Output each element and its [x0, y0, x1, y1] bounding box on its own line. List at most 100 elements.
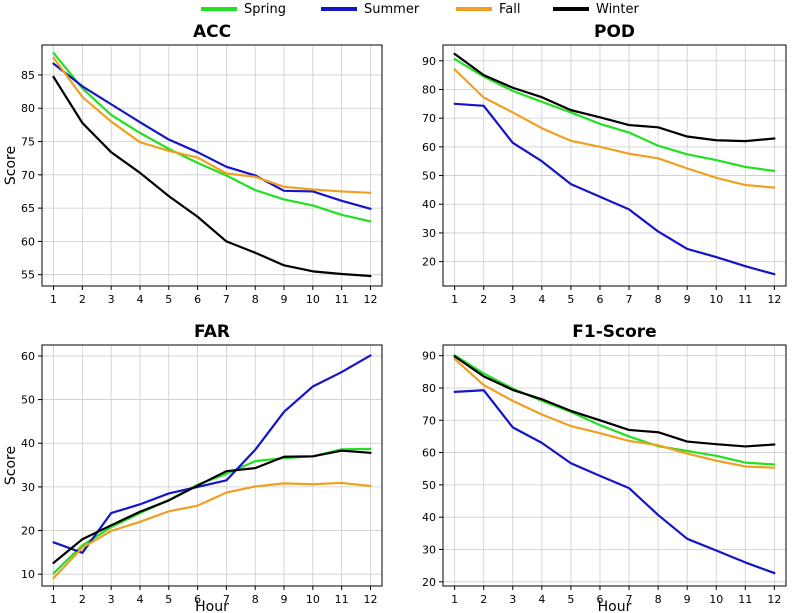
panel-1-ytick-label-4: 70	[21, 169, 35, 182]
panel-1-xtick-label-12: 12	[363, 293, 377, 306]
panel-3-xtick-label-9: 9	[281, 593, 288, 606]
panel-3-xtick-label-3: 3	[108, 593, 115, 606]
panel-1-xtick-label-7: 7	[223, 293, 230, 306]
legend-entry-winter: Winter	[553, 2, 640, 17]
panel-1-xtick-label-8: 8	[252, 293, 259, 306]
panel-2-xtick-label-12: 12	[767, 293, 781, 306]
panel-4-xtick-label-3: 3	[509, 593, 516, 606]
panel-2-xtick-label-9: 9	[684, 293, 691, 306]
panel-1-ylabel: Score	[3, 146, 19, 185]
panel-2-ytick-label-3: 40	[422, 198, 436, 211]
panel-3-title: FAR	[194, 322, 230, 342]
panel-4-xtick-label-2: 2	[480, 593, 487, 606]
panel-2-xtick-label-6: 6	[596, 293, 603, 306]
panel-1-series-spring	[52, 51, 372, 223]
panel-1-series-summer	[52, 62, 372, 210]
panel-2-series-winter	[453, 52, 776, 143]
panel-3-frame	[41, 344, 383, 587]
panel-1-xtick-label-11: 11	[335, 293, 349, 306]
panel-4-ytick-label-3: 40	[422, 511, 436, 524]
panel-4-frame	[442, 344, 787, 587]
panel-1-frame	[41, 44, 383, 287]
panel-4: 1 2 3 4 5 6 7 8 9 10 11 122030405060708090F1-ScoreH…	[422, 322, 787, 613]
legend-label-fall: Fall	[499, 2, 520, 17]
panel-1-series-fall	[52, 56, 372, 194]
panel-3-ytick-label-3: 30	[21, 481, 35, 494]
panel-4-ytick-label-6: 70	[422, 414, 436, 427]
panel-4-series-winter	[453, 355, 776, 448]
panel-1-xtick-label-1: 1	[50, 293, 57, 306]
panel-1-title: ACC	[193, 22, 231, 42]
panel-2-ytick-label-1: 20	[422, 256, 436, 269]
panel-2-xtick-label-11: 11	[738, 293, 752, 306]
panel-3-xtick-label-8: 8	[252, 593, 259, 606]
panel-2-ytick-label-6: 70	[422, 112, 436, 125]
panel-4-xtick-label-6: 6	[596, 593, 603, 606]
panel-4-ytick-label-1: 20	[422, 576, 436, 589]
panel-4-ytick-label-5: 60	[422, 447, 436, 460]
legend-label-winter: Winter	[596, 2, 640, 17]
panel-4-ytick-label-7: 80	[422, 382, 436, 395]
panel-2-ytick-label-4: 50	[422, 170, 436, 183]
panel-1-xtick-label-10: 10	[306, 293, 320, 306]
panel-2-series-summer	[453, 102, 776, 276]
legend-label-spring: Spring	[244, 2, 286, 17]
panel-3-ytick-label-4: 40	[21, 437, 35, 450]
panel-1-xtick-label-6: 6	[194, 293, 201, 306]
panel-3-xtick-label-1: 1	[50, 593, 57, 606]
panel-1-ytick-label-3: 65	[21, 202, 35, 215]
panel-2-ytick-label-7: 80	[422, 83, 436, 96]
panel-3-xtick-label-5: 5	[165, 593, 172, 606]
panel-2-series-fall	[453, 68, 776, 189]
panel-1-ytick-label-5: 75	[21, 136, 35, 149]
panel-3-xtick-label-11: 11	[335, 593, 349, 606]
panel-3-series-summer	[52, 354, 372, 554]
panel-4-xlabel: Hour	[598, 599, 632, 613]
panel-4-xtick-label-12: 12	[767, 593, 781, 606]
panel-4-series-fall	[453, 357, 776, 469]
legend-entry-spring: Spring	[201, 2, 286, 17]
panel-2-ytick-label-2: 30	[422, 227, 436, 240]
panel-1-series-winter	[52, 75, 372, 278]
panel-2-xtick-label-3: 3	[509, 293, 516, 306]
panel-3-xtick-label-2: 2	[79, 593, 86, 606]
panel-4-ytick-label-8: 90	[422, 350, 436, 363]
panel-2-xtick-label-10: 10	[709, 293, 723, 306]
panel-1-ytick-label-7: 85	[21, 69, 35, 82]
panel-3-ytick-label-6: 60	[21, 350, 35, 363]
panel-2-ytick-label-5: 60	[422, 141, 436, 154]
panel-1-ytick-label-1: 55	[21, 269, 35, 282]
panel-3-xtick-label-7: 7	[223, 593, 230, 606]
legend-entry-summer: Summer	[321, 2, 420, 17]
panel-3-ytick-label-1: 10	[21, 568, 35, 581]
panel-2-ytick-label-8: 90	[422, 55, 436, 68]
panel-3-series-spring	[52, 447, 372, 575]
panel-4-xtick-label-7: 7	[626, 593, 633, 606]
panel-2-xtick-label-2: 2	[480, 293, 487, 306]
panel-2-series-spring	[453, 57, 776, 173]
panel-1-xtick-label-3: 3	[108, 293, 115, 306]
legend: Spring Summer Fall Winter	[201, 2, 640, 17]
panel-4-title: F1-Score	[572, 322, 656, 342]
panel-3-ytick-label-2: 20	[21, 525, 35, 538]
panel-1-ytick-label-6: 80	[21, 102, 35, 115]
panel-2-title: POD	[594, 22, 635, 42]
panel-3-series-fall	[52, 481, 372, 580]
panel-4-series-spring	[453, 354, 776, 466]
panel-1-ytick-label-2: 60	[21, 235, 35, 248]
panel-4-xtick-label-11: 11	[738, 593, 752, 606]
panel-2-frame	[442, 44, 787, 287]
panel-4-xtick-label-10: 10	[709, 593, 723, 606]
panel-4-ytick-label-4: 50	[422, 479, 436, 492]
panel-3-xtick-label-12: 12	[363, 593, 377, 606]
panel-1-xtick-label-4: 4	[136, 293, 143, 306]
panel-1-xtick-label-2: 2	[79, 293, 86, 306]
panel-3-ytick-label-5: 50	[21, 394, 35, 407]
panel-4-xtick-label-4: 4	[538, 593, 545, 606]
panel-4-xtick-label-9: 9	[684, 593, 691, 606]
